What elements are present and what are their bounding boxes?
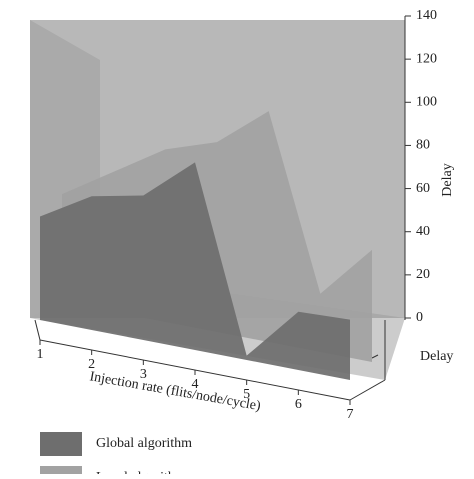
y-tick-label: 40 xyxy=(416,224,430,239)
area xyxy=(40,162,350,380)
legend-swatch xyxy=(40,432,82,456)
y-tick-label: 80 xyxy=(416,138,430,153)
x-tick-label: 4 xyxy=(192,377,199,392)
x-axis-label: Injection rate (flits/node/cycle) xyxy=(88,369,262,414)
legend-label: Global algorithm xyxy=(96,436,192,451)
z-tick xyxy=(371,354,379,359)
y-tick-label: 20 xyxy=(416,267,430,282)
x-tick-label: 2 xyxy=(88,357,95,372)
y-tick-label: 140 xyxy=(416,8,437,23)
y-tick-label: 120 xyxy=(416,51,437,66)
x-tick-label: 6 xyxy=(295,397,302,412)
legend-swatch xyxy=(40,466,82,479)
y-axis-label: Delay xyxy=(440,163,455,196)
z-axis-label: Delay xyxy=(420,349,453,364)
y-tick-label: 0 xyxy=(416,310,423,325)
x-tick-label: 5 xyxy=(243,387,250,402)
legend-label: Local algorithm xyxy=(96,470,186,474)
legend: Global algorithm Local algorithm xyxy=(40,432,192,479)
x-tick-label: 7 xyxy=(347,407,354,422)
axis-edge xyxy=(349,379,386,401)
x-tick-label: 3 xyxy=(140,367,147,382)
y-tick-label: 100 xyxy=(416,95,437,110)
axis-edge xyxy=(34,319,41,341)
x-tick-label: 1 xyxy=(37,347,44,362)
y-tick-label: 60 xyxy=(416,181,430,196)
